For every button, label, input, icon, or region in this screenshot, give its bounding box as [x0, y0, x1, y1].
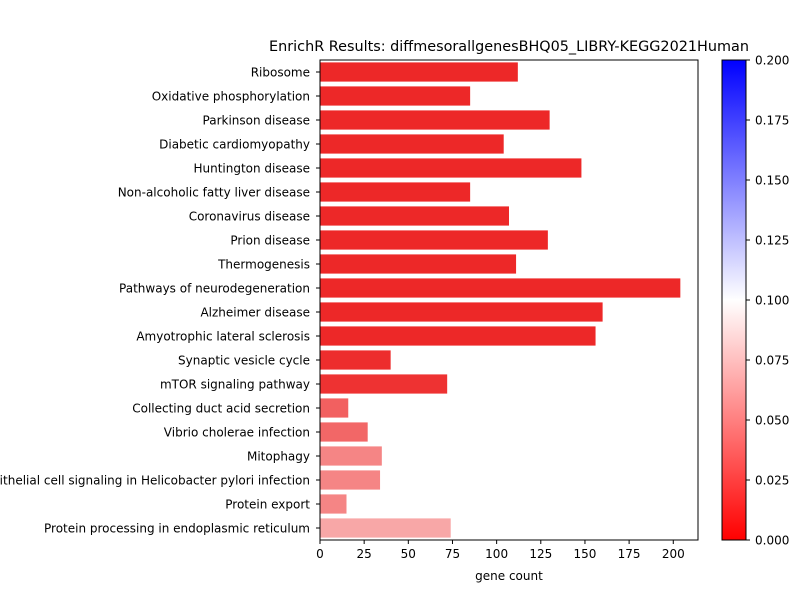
bar: [320, 350, 391, 370]
bar: [320, 110, 550, 130]
category-label: Protein export: [225, 498, 310, 512]
bar: [320, 206, 509, 226]
category-label: Ribosome: [251, 66, 310, 80]
bar: [320, 374, 448, 394]
bar: [320, 278, 681, 298]
category-label: Coronavirus disease: [189, 210, 310, 224]
category-label: Parkinson disease: [203, 114, 310, 128]
colorbar-tick-label: 0.125: [755, 234, 789, 248]
category-label: Thermogenesis: [217, 258, 310, 272]
category-label: Oxidative phosphorylation: [152, 90, 310, 104]
bar: [320, 182, 471, 202]
bar: [320, 398, 349, 418]
x-tick-label: 50: [401, 547, 416, 561]
bars-group: [320, 62, 681, 538]
category-label: Alzheimer disease: [200, 306, 310, 320]
x-tick-label: 0: [316, 547, 324, 561]
category-label: mTOR signaling pathway: [160, 378, 310, 392]
bar: [320, 158, 582, 178]
category-label: Non-alcoholic fatty liver disease: [118, 186, 310, 200]
bar: [320, 422, 368, 442]
x-tick-label: 175: [618, 547, 641, 561]
bar: [320, 62, 518, 82]
x-tick-label: 25: [357, 547, 372, 561]
category-label: Prion disease: [230, 234, 310, 248]
bar: [320, 446, 382, 466]
plot-frame: [319, 59, 699, 541]
bar: [320, 494, 347, 514]
bar: [320, 518, 451, 538]
category-label: Protein processing in endoplasmic reticu…: [44, 522, 310, 536]
category-label: Collecting duct acid secretion: [132, 402, 310, 416]
colorbar-tick-label: 0.150: [755, 174, 789, 188]
bar: [320, 86, 471, 106]
colorbar-tick-label: 0.000: [755, 534, 789, 548]
colorbar-tick-label: 0.050: [755, 414, 789, 428]
bar: [320, 470, 381, 490]
chart-title: EnrichR Results: diffmesorallgenesBHQ05_…: [269, 39, 749, 55]
x-tick-label: 200: [662, 547, 685, 561]
x-axis: 0 25 50 75 100 125 150 175 200: [316, 540, 685, 561]
colorbar: 0.000 0.025 0.050 0.075 0.100 0.125 0.150 0.175…: [721, 54, 789, 548]
x-tick-label: 125: [529, 547, 552, 561]
category-label: Epithelial cell signaling in Helicobacte…: [0, 474, 310, 488]
category-label: Amyotrophic lateral sclerosis: [136, 330, 310, 344]
bar: [320, 230, 548, 250]
bar: [320, 302, 603, 322]
colorbar-tick-label: 0.200: [755, 54, 789, 68]
category-labels-group: Ribosome Oxidative phosphorylation Parkins…: [0, 66, 320, 536]
colorbar-tick-label: 0.100: [755, 294, 789, 308]
bar: [320, 134, 504, 154]
colorbar-tick-label: 0.075: [755, 354, 789, 368]
x-axis-label: gene count: [475, 569, 543, 583]
category-label: Pathways of neurodegeneration: [119, 282, 310, 296]
category-label: Mitophagy: [247, 450, 310, 464]
x-tick-label: 75: [445, 547, 460, 561]
category-label: Synaptic vesicle cycle: [178, 354, 310, 368]
category-label: Vibrio cholerae infection: [164, 426, 310, 440]
bar: [320, 326, 596, 346]
bar: [320, 254, 517, 274]
colorbar-tick-label: 0.025: [755, 474, 789, 488]
category-label: Huntington disease: [193, 162, 310, 176]
colorbar-gradient: [721, 59, 747, 541]
x-tick-label: 150: [574, 547, 597, 561]
colorbar-tick-label: 0.175: [755, 114, 789, 128]
x-tick-label: 100: [485, 547, 508, 561]
category-label: Diabetic cardiomyopathy: [159, 138, 310, 152]
